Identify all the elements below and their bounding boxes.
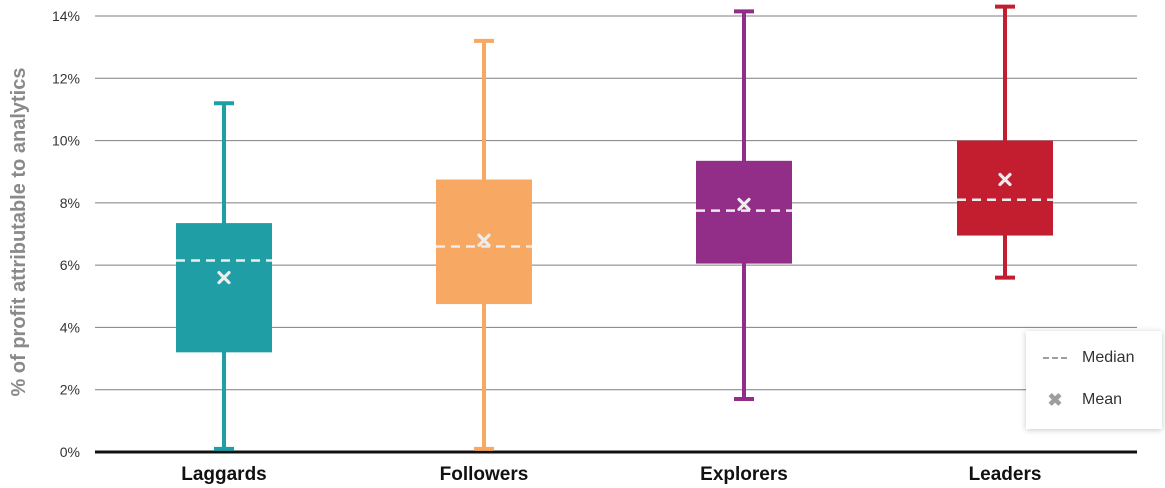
box-iqr bbox=[957, 140, 1053, 236]
dashed-line-icon bbox=[1042, 357, 1068, 359]
category-label: Followers bbox=[440, 464, 529, 485]
legend-label-median: Median bbox=[1082, 349, 1135, 366]
box-group-leaders bbox=[957, 4, 1053, 280]
box-group-followers bbox=[436, 38, 532, 451]
y-tick-label: 0% bbox=[60, 444, 80, 460]
mean-marker bbox=[477, 233, 491, 247]
y-tick-label: 2% bbox=[60, 382, 80, 398]
category-label: Leaders bbox=[969, 464, 1042, 485]
y-tick-label: 4% bbox=[60, 319, 80, 335]
x-axis-categories: Laggards Followers Explorers Leaders bbox=[181, 464, 1041, 485]
y-tick-label: 8% bbox=[60, 195, 80, 211]
boxes bbox=[176, 4, 1053, 451]
y-tick-label: 10% bbox=[52, 133, 80, 149]
y-axis-label: % of profit attributable to analytics bbox=[8, 68, 30, 397]
x-marker-icon: ✖ bbox=[1047, 390, 1063, 410]
y-tick-label: 6% bbox=[60, 257, 80, 273]
legend-label-mean: Mean bbox=[1082, 391, 1123, 408]
legend: Median ✖ Mean bbox=[1026, 331, 1162, 429]
legend-item-median: Median bbox=[1042, 349, 1134, 367]
mean-marker bbox=[998, 172, 1012, 187]
box-iqr bbox=[176, 223, 272, 353]
legend-item-mean: ✖ Mean bbox=[1042, 391, 1122, 409]
box-group-laggards bbox=[176, 101, 272, 451]
mean-marker bbox=[217, 271, 231, 285]
y-axis-ticks: 0% 2% 4% 6% 8% 10% 12% 14% bbox=[52, 8, 80, 460]
y-tick-label: 14% bbox=[52, 8, 80, 24]
category-label: Explorers bbox=[700, 464, 788, 485]
box-iqr bbox=[696, 160, 792, 264]
mean-marker bbox=[737, 197, 751, 212]
box-group-explorers bbox=[696, 9, 792, 402]
y-tick-label: 12% bbox=[52, 70, 80, 86]
category-label: Laggards bbox=[181, 464, 267, 485]
